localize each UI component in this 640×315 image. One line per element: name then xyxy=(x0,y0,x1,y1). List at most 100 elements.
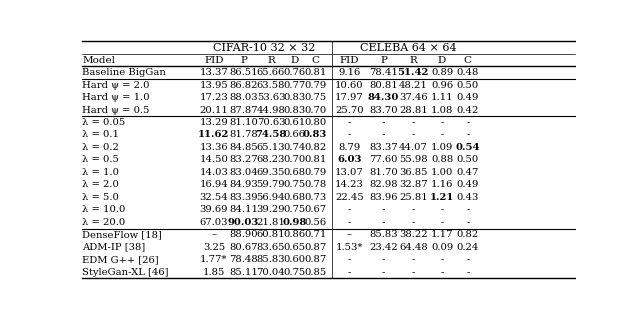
Text: 87.87: 87.87 xyxy=(229,106,258,115)
Text: 85.11: 85.11 xyxy=(229,268,258,277)
Text: 70.63: 70.63 xyxy=(257,118,285,127)
Text: 1.11: 1.11 xyxy=(431,93,453,102)
Text: 0.48: 0.48 xyxy=(457,68,479,77)
Text: ADM-IP [38]: ADM-IP [38] xyxy=(83,243,146,252)
Text: λ = 10.0: λ = 10.0 xyxy=(83,205,126,214)
Text: 65.66: 65.66 xyxy=(257,68,285,77)
Text: 88.90: 88.90 xyxy=(229,230,258,239)
Text: 44.07: 44.07 xyxy=(399,143,428,152)
Text: 55.98: 55.98 xyxy=(399,155,428,164)
Text: 85.83: 85.83 xyxy=(257,255,285,264)
Text: 0.79: 0.79 xyxy=(304,168,326,177)
Text: -: - xyxy=(412,118,415,127)
Text: 0.70: 0.70 xyxy=(304,106,326,115)
Text: 1.00: 1.00 xyxy=(431,168,453,177)
Text: 39.29: 39.29 xyxy=(257,205,285,214)
Text: 0.75: 0.75 xyxy=(283,268,305,277)
Text: 80.81: 80.81 xyxy=(369,81,398,89)
Text: DenseFlow [18]: DenseFlow [18] xyxy=(83,230,163,239)
Text: -: - xyxy=(412,218,415,227)
Text: FID: FID xyxy=(204,56,223,65)
Text: 0.76: 0.76 xyxy=(284,68,305,77)
Text: λ = 1.0: λ = 1.0 xyxy=(83,168,120,177)
Text: 0.98: 0.98 xyxy=(282,218,307,227)
Text: 3.25: 3.25 xyxy=(203,243,225,252)
Text: 88.03: 88.03 xyxy=(229,93,258,102)
Text: 8.79: 8.79 xyxy=(338,143,360,152)
Text: 0.89: 0.89 xyxy=(431,68,453,77)
Text: 0.86: 0.86 xyxy=(284,230,305,239)
Text: -: - xyxy=(382,118,385,127)
Text: 0.79: 0.79 xyxy=(304,81,326,89)
Text: R: R xyxy=(410,56,417,65)
Text: 25.81: 25.81 xyxy=(399,193,428,202)
Text: 0.70: 0.70 xyxy=(283,155,305,164)
Text: -: - xyxy=(466,130,470,140)
Text: 13.95: 13.95 xyxy=(200,81,228,89)
Text: 65.13: 65.13 xyxy=(257,143,285,152)
Text: CIFAR-10 32 × 32: CIFAR-10 32 × 32 xyxy=(213,43,316,53)
Text: -: - xyxy=(466,205,470,214)
Text: CELEBA 64 × 64: CELEBA 64 × 64 xyxy=(360,43,457,53)
Text: 70.04: 70.04 xyxy=(257,268,285,277)
Text: 32.87: 32.87 xyxy=(399,180,428,189)
Text: 13.37: 13.37 xyxy=(200,68,228,77)
Text: 48.21: 48.21 xyxy=(399,81,428,89)
Text: 0.82: 0.82 xyxy=(304,143,326,152)
Text: -: - xyxy=(348,130,351,140)
Text: C: C xyxy=(464,56,472,65)
Text: -: - xyxy=(412,205,415,214)
Text: R: R xyxy=(267,56,275,65)
Text: StyleGan-XL [46]: StyleGan-XL [46] xyxy=(83,268,169,277)
Text: 0.74: 0.74 xyxy=(283,143,305,152)
Text: 0.83: 0.83 xyxy=(303,130,327,140)
Text: D: D xyxy=(290,56,298,65)
Text: 84.30: 84.30 xyxy=(368,93,399,102)
Text: -: - xyxy=(382,205,385,214)
Text: 0.75: 0.75 xyxy=(283,180,305,189)
Text: 10.60: 10.60 xyxy=(335,81,364,89)
Text: 0.50: 0.50 xyxy=(457,155,479,164)
Text: Hard ψ = 1.0: Hard ψ = 1.0 xyxy=(83,93,150,102)
Text: P: P xyxy=(240,56,247,65)
Text: -: - xyxy=(348,268,351,277)
Text: -: - xyxy=(466,255,470,264)
Text: λ = 0.5: λ = 0.5 xyxy=(83,155,119,164)
Text: -: - xyxy=(466,268,470,277)
Text: 0.85: 0.85 xyxy=(304,268,326,277)
Text: -: - xyxy=(382,255,385,264)
Text: 83.65: 83.65 xyxy=(257,243,285,252)
Text: 0.43: 0.43 xyxy=(457,193,479,202)
Text: 0.65: 0.65 xyxy=(284,243,305,252)
Text: -: - xyxy=(348,205,351,214)
Text: 44.98: 44.98 xyxy=(257,106,285,115)
Text: 83.70: 83.70 xyxy=(369,106,398,115)
Text: 0.61: 0.61 xyxy=(283,118,305,127)
Text: 1.53*: 1.53* xyxy=(335,243,363,252)
Text: 77.60: 77.60 xyxy=(369,155,398,164)
Text: 0.67: 0.67 xyxy=(304,205,326,214)
Text: 84.11: 84.11 xyxy=(229,205,258,214)
Text: 64.48: 64.48 xyxy=(399,243,428,252)
Text: 68.23: 68.23 xyxy=(257,155,285,164)
Text: 80.67: 80.67 xyxy=(229,243,258,252)
Text: 11.62: 11.62 xyxy=(198,130,230,140)
Text: 85.83: 85.83 xyxy=(369,230,398,239)
Text: 13.36: 13.36 xyxy=(200,143,228,152)
Text: -: - xyxy=(466,218,470,227)
Text: -: - xyxy=(440,118,444,127)
Text: 0.50: 0.50 xyxy=(457,81,479,89)
Text: 63.58: 63.58 xyxy=(257,81,285,89)
Text: 0.66: 0.66 xyxy=(284,130,305,140)
Text: –: – xyxy=(211,230,216,239)
Text: -: - xyxy=(412,130,415,140)
Text: 90.03: 90.03 xyxy=(228,218,259,227)
Text: 0.56: 0.56 xyxy=(304,218,326,227)
Text: 59.79: 59.79 xyxy=(257,180,285,189)
Text: Hard ψ = 2.0: Hard ψ = 2.0 xyxy=(83,81,150,89)
Text: 0.88: 0.88 xyxy=(431,155,453,164)
Text: 0.68: 0.68 xyxy=(284,168,305,177)
Text: 0.87: 0.87 xyxy=(304,255,326,264)
Text: FID: FID xyxy=(340,56,359,65)
Text: 0.75: 0.75 xyxy=(304,93,326,102)
